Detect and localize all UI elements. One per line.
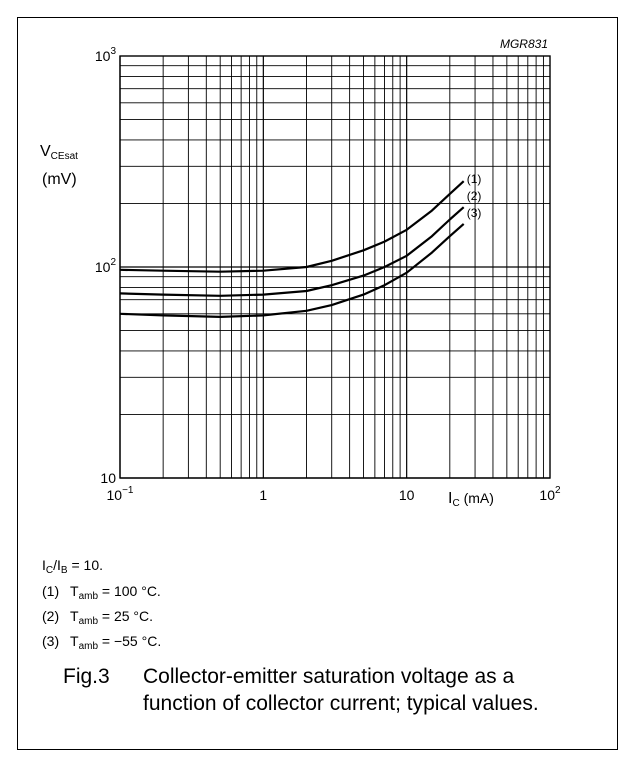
y-tick-label: 102 <box>95 257 117 275</box>
figure-number: Fig.3 <box>63 665 110 688</box>
note-item: (2) Tamb = 25 °C. <box>42 609 153 627</box>
note-t: T <box>70 633 79 649</box>
series-line <box>119 223 465 318</box>
ratio-sep: / <box>53 557 58 573</box>
ratio-a: I <box>42 557 46 573</box>
x-axis-unit: (mA) <box>459 490 494 506</box>
chart-code: MGR831 <box>500 37 548 51</box>
x-axis-sub: C <box>452 498 460 509</box>
ratio-rest: = 10. <box>67 557 103 573</box>
series-line <box>119 180 465 273</box>
y-axis-label: VCEsat <box>40 144 78 162</box>
ratio-a-sub: C <box>45 565 54 576</box>
series-label: (3) <box>467 206 482 220</box>
series-label: (2) <box>467 189 482 203</box>
note-rest: = 100 °C. <box>98 583 161 599</box>
x-tick-label: 1 <box>259 487 267 503</box>
caption-line-1: Collector-emitter saturation voltage as … <box>143 665 515 688</box>
note-sub: amb <box>78 616 99 627</box>
note-sub: amb <box>78 591 99 602</box>
x-axis-symbol: I <box>448 490 453 507</box>
series-line <box>119 206 465 297</box>
note-num: (1) <box>42 583 60 599</box>
ratio-note: IC/IB = 10. <box>42 558 103 576</box>
note-num: (3) <box>42 633 60 649</box>
figure-caption: Fig.3 Collector-emitter saturation voltag… <box>63 663 539 717</box>
note-t: T <box>70 583 79 599</box>
caption-line-2: function of collector current; typical v… <box>143 692 539 715</box>
y-axis-unit: (mV) <box>42 171 77 188</box>
x-tick-label: 10−1 <box>107 485 134 503</box>
ratio-b: I <box>57 557 61 573</box>
y-axis-symbol: V <box>40 143 51 160</box>
x-axis-label: IC (mA) <box>448 491 494 509</box>
series-label: (1) <box>467 172 482 186</box>
plot-area-border <box>119 55 551 479</box>
x-tick-label: 10 <box>399 487 415 503</box>
note-item: (1) Tamb = 100 °C. <box>42 584 161 602</box>
note-num: (2) <box>42 608 60 624</box>
figure-frame <box>17 17 618 750</box>
y-tick-label: 103 <box>95 46 117 64</box>
chart: MGR831 10−1 1 10 102 103 102 10 (1) (2) (3) <box>95 37 561 503</box>
y-tick-label: 10 <box>100 470 116 486</box>
y-axis-sub: CEsat <box>50 151 78 162</box>
x-tick-label: 102 <box>539 485 561 503</box>
note-rest: = 25 °C. <box>98 608 154 624</box>
note-rest: = −55 °C. <box>98 633 162 649</box>
note-t: T <box>70 608 79 624</box>
note-sub: amb <box>78 641 99 652</box>
note-item: (3) Tamb = −55 °C. <box>42 634 161 652</box>
ratio-b-sub: B <box>60 565 68 576</box>
